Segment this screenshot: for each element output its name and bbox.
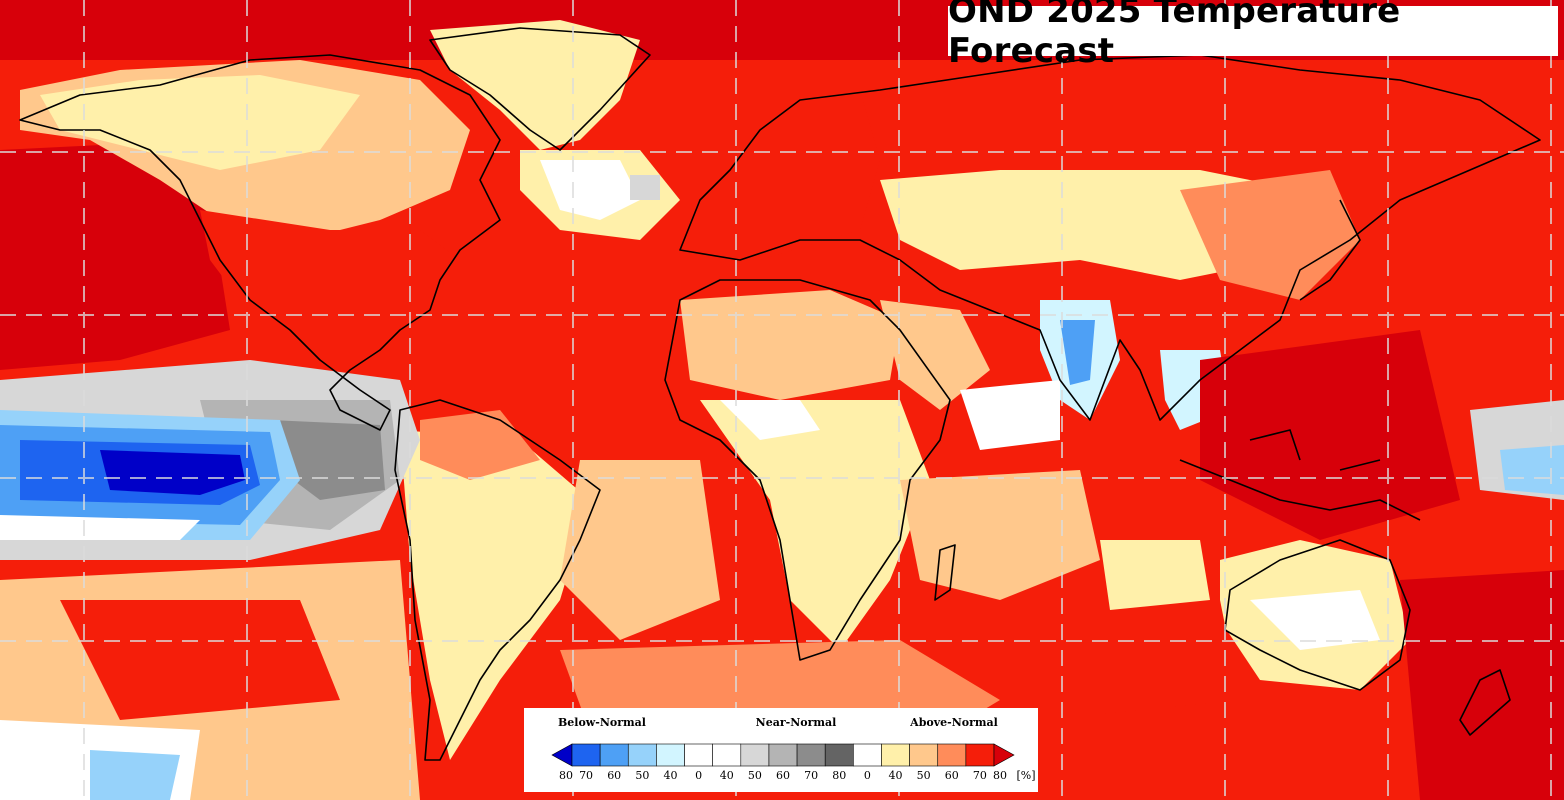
region-africa-near	[720, 400, 820, 440]
legend-bin-near-80	[824, 743, 854, 767]
legend-heading-above: Above-Normal	[909, 716, 998, 729]
legend-bin-above-60	[937, 743, 967, 767]
cold-tongue	[0, 360, 420, 560]
region-south-indian	[1000, 600, 1240, 720]
region-north-atlantic-gray	[630, 175, 660, 200]
region-greenland	[430, 20, 640, 150]
legend-heading-below: Below-Normal	[558, 716, 646, 729]
legend-bin-near-70	[796, 743, 826, 767]
legend-tick-near-60: 60	[776, 769, 790, 782]
cold-tongue-below-80	[100, 450, 245, 495]
region-north-pacific	[0, 140, 230, 370]
legend-tick-near-0: 0	[695, 769, 702, 782]
coastline-madagascar	[934, 544, 956, 601]
legend-colorbar: Below-Normal Near-Normal Above-Normal 80…	[551, 716, 1036, 782]
legend-bin-above-80	[993, 743, 1015, 767]
coastline-australia	[1224, 539, 1411, 691]
region-canada-north	[40, 75, 360, 170]
legend-bin-above-0	[853, 743, 882, 767]
legend-bin-near-50	[740, 743, 770, 767]
legend-tick-above-50: 50	[917, 769, 931, 782]
coastline-eurasia	[679, 54, 1541, 421]
legend-tick-below-40: 40	[663, 769, 677, 782]
coastline-japan	[1299, 199, 1361, 301]
coastline-greenland	[429, 27, 651, 151]
region-europe	[690, 90, 880, 260]
legend-unit: [%]	[1016, 769, 1035, 782]
region-indian-ocean-warm	[900, 470, 1100, 600]
legend-bin-above-70	[965, 743, 995, 767]
legend-tick-near-70: 70	[804, 769, 818, 782]
map-title: OND 2025 Temperature Forecast	[948, 0, 1558, 71]
coastline-indonesia	[1179, 429, 1421, 521]
legend-bin-below-80	[551, 743, 573, 767]
coastline-new-zealand	[1459, 669, 1511, 736]
region-southwest-below	[90, 750, 180, 800]
legend-bin-below-40	[656, 743, 685, 767]
legend-tick-near-80: 80	[832, 769, 846, 782]
legend-bins	[551, 743, 1015, 767]
legend-tick-below-50: 50	[635, 769, 649, 782]
region-indian-ocean-near	[960, 380, 1060, 450]
legend-bin-near-60	[768, 743, 798, 767]
legend-tick-below-80: 80	[559, 769, 573, 782]
legend-bin-above-40	[881, 743, 910, 767]
legend-tick-above-70: 70	[973, 769, 987, 782]
region-south-pacific-east-below	[1500, 445, 1564, 495]
region-africa	[700, 400, 930, 650]
legend-heading-near: Near-Normal	[756, 716, 837, 729]
legend-bin-below-60	[599, 743, 629, 767]
region-southern-band-warm	[60, 600, 340, 720]
region-maritime-hot	[1200, 330, 1460, 540]
coastline-south-america	[394, 399, 601, 761]
legend-tick-below-60: 60	[607, 769, 621, 782]
region-south-atlantic	[560, 460, 720, 640]
legend-bin-above-50	[909, 743, 939, 767]
region-australia-near	[1250, 590, 1380, 650]
legend-bin-near-0	[684, 743, 713, 767]
legend-bin-below-50	[627, 743, 657, 767]
legend-tick-above-80: 80	[993, 769, 1007, 782]
region-north-atlantic-near	[540, 160, 640, 220]
legend-tick-above-40: 40	[889, 769, 903, 782]
legend-tick-above-0: 0	[864, 769, 871, 782]
legend-bin-near-40	[712, 743, 742, 767]
region-arabia	[880, 300, 990, 410]
coastline-africa	[664, 279, 951, 661]
region-sahara	[680, 290, 900, 400]
region-us	[200, 210, 460, 330]
legend-bin-below-70	[571, 743, 601, 767]
legend: Below-Normal Near-Normal Above-Normal 80…	[524, 708, 1038, 792]
legend-tick-near-40: 40	[720, 769, 734, 782]
region-south-america	[400, 430, 590, 760]
coastline-north-america	[19, 54, 501, 431]
legend-tick-below-70: 70	[579, 769, 593, 782]
cold-tongue-near-strip	[0, 515, 200, 540]
coastlines	[19, 27, 1541, 761]
region-south-east	[1400, 570, 1564, 800]
legend-ticks: 80 70 60 50 40 0 40 50 60 70 80 0 40 50 60 70 80	[559, 769, 1007, 782]
region-india-below	[1060, 320, 1095, 385]
legend-tick-above-60: 60	[945, 769, 959, 782]
region-south-indian-warm	[1100, 540, 1210, 610]
legend-tick-near-50: 50	[748, 769, 762, 782]
